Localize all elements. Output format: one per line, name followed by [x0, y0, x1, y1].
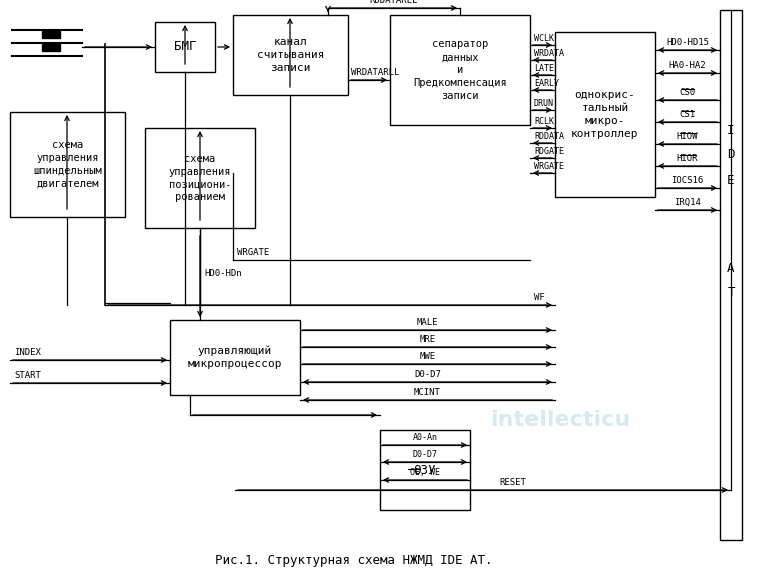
Text: OE, WE: OE, WE: [410, 468, 440, 477]
Text: сепаратор
данных
и
Предкомпенсация
записи: сепаратор данных и Предкомпенсация запис…: [413, 39, 507, 101]
Text: схема
управления
позициони-
рованием: схема управления позициони- рованием: [169, 154, 231, 202]
Text: HD0-HD15: HD0-HD15: [666, 38, 709, 47]
Text: RDGATE: RDGATE: [534, 147, 564, 156]
Text: RDDATA: RDDATA: [534, 132, 564, 141]
Text: HD0-HDn: HD0-HDn: [204, 270, 242, 278]
Text: WCLK: WCLK: [534, 34, 554, 43]
Text: схема
управления
шпиндельным
двигателем: схема управления шпиндельным двигателем: [33, 140, 102, 189]
Text: A: A: [727, 261, 735, 274]
Text: WF: WF: [535, 293, 545, 302]
Text: ОЗУ: ОЗУ: [413, 463, 436, 477]
Bar: [145, 128, 255, 228]
Text: канал
считывания
записи: канал считывания записи: [257, 37, 324, 73]
Text: WRDATA: WRDATA: [534, 49, 564, 58]
Text: D0-D7: D0-D7: [414, 370, 441, 379]
Text: WRGATE: WRGATE: [534, 162, 564, 171]
Text: WRGATE: WRGATE: [237, 248, 269, 257]
Text: HA0-HA2: HA0-HA2: [669, 61, 706, 70]
Text: IRQ14: IRQ14: [674, 198, 701, 207]
Bar: [10, 112, 125, 217]
Text: RESET: RESET: [499, 478, 526, 487]
Bar: [380, 430, 470, 510]
Text: IOCS16: IOCS16: [671, 176, 703, 185]
Text: E: E: [727, 174, 735, 187]
Text: RDDATARLL: RDDATARLL: [370, 0, 418, 5]
Text: DRUN: DRUN: [534, 99, 554, 108]
Text: HIOW: HIOW: [676, 132, 698, 141]
Bar: [155, 22, 215, 72]
Text: HIOR: HIOR: [676, 154, 698, 163]
Bar: [42, 44, 60, 51]
Text: intellecticu: intellecticu: [490, 410, 630, 430]
Text: MWE: MWE: [420, 352, 436, 361]
Bar: [42, 31, 60, 38]
Text: MCINT: MCINT: [414, 388, 441, 397]
Text: A0-An: A0-An: [413, 433, 437, 442]
Text: MRE: MRE: [420, 335, 436, 344]
Text: D0-D7: D0-D7: [413, 450, 437, 459]
Bar: [170, 320, 300, 395]
Text: БМГ: БМГ: [174, 40, 196, 53]
Text: WRDATARLL: WRDATARLL: [351, 68, 400, 77]
Text: EARLY: EARLY: [534, 79, 559, 88]
Text: Рис.1. Структурная схема НЖМД IDE AT.: Рис.1. Структурная схема НЖМД IDE AT.: [215, 554, 492, 567]
Text: D: D: [727, 149, 735, 161]
Text: LATE: LATE: [534, 64, 554, 73]
Text: CS1: CS1: [680, 110, 696, 119]
Text: CS0: CS0: [680, 88, 696, 97]
Bar: [233, 15, 348, 95]
Text: RCLK: RCLK: [534, 117, 554, 126]
Text: START: START: [14, 371, 41, 380]
Text: I: I: [727, 123, 735, 136]
Bar: [720, 10, 742, 540]
Text: MALE: MALE: [416, 318, 438, 327]
Text: T: T: [727, 285, 735, 298]
Text: INDEX: INDEX: [14, 348, 41, 357]
Bar: [555, 32, 655, 197]
Text: однокрис-
тальный
микро-
контроллер: однокрис- тальный микро- контроллер: [571, 90, 639, 139]
Bar: [390, 15, 530, 125]
Text: управляющий
микропроцессор: управляющий микропроцессор: [188, 346, 282, 369]
